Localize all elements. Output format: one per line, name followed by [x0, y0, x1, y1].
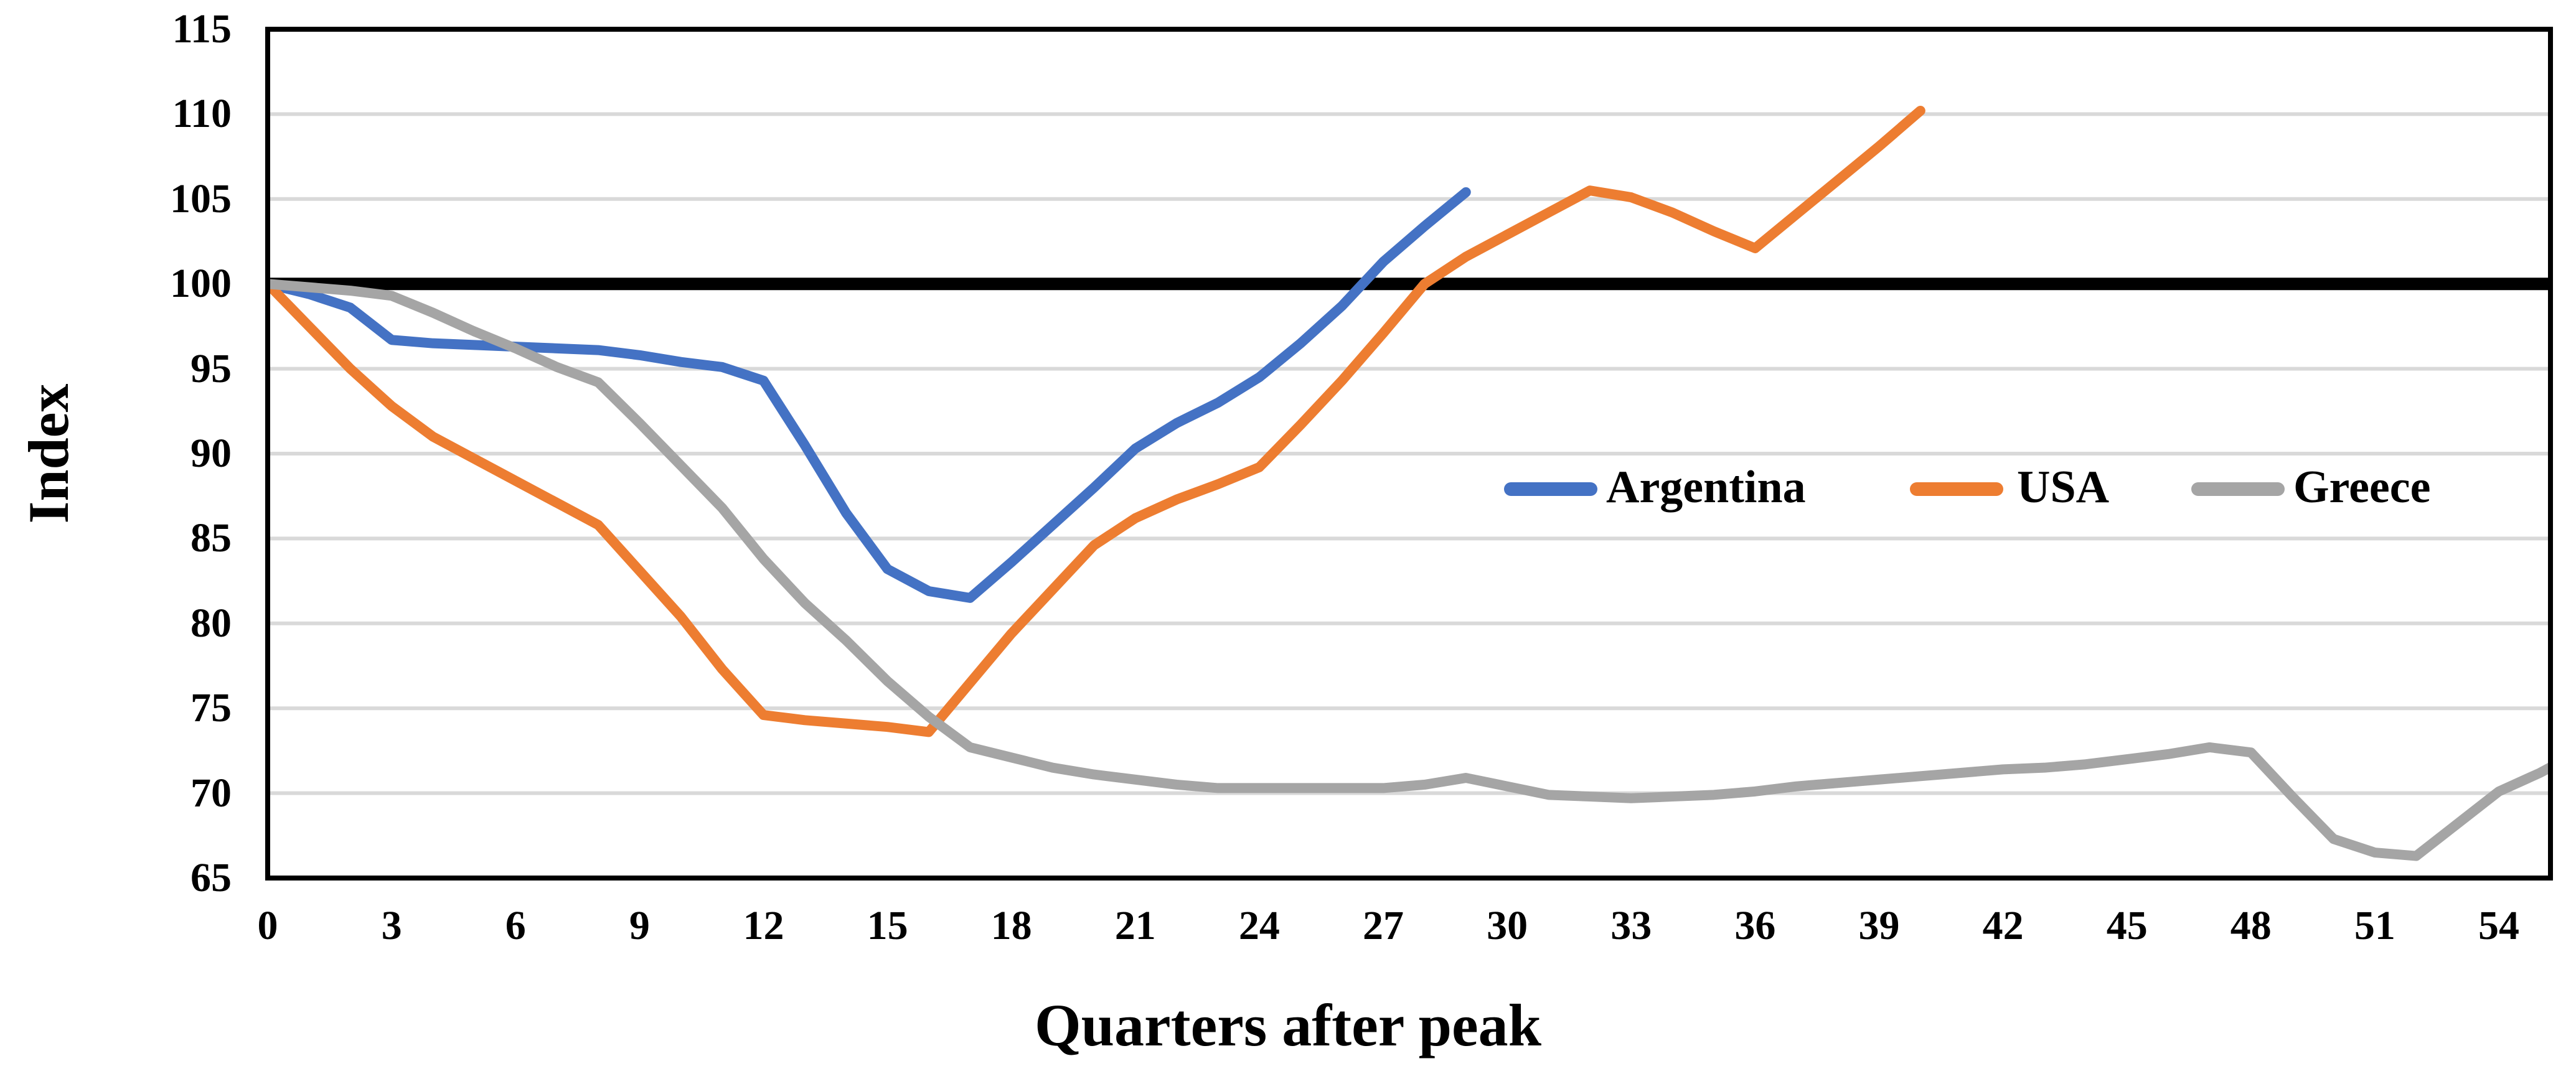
x-tick-label-12: 12	[743, 903, 784, 948]
x-tick-label-3: 3	[381, 903, 402, 948]
x-tick-label-0: 0	[257, 903, 278, 948]
x-tick-label-39: 39	[1858, 903, 1900, 948]
x-tick-label-21: 21	[1114, 903, 1156, 948]
x-tick-label-45: 45	[2106, 903, 2148, 948]
y-tick-label-85: 85	[190, 515, 232, 561]
legend-label-usa: USA	[2017, 462, 2110, 513]
legend-label-argentina: Argentina	[1606, 462, 1806, 513]
y-tick-label-95: 95	[190, 345, 232, 391]
x-tick-label-18: 18	[990, 903, 1032, 948]
y-axis-title: Index	[17, 383, 80, 524]
series-line-usa	[268, 105, 1925, 737]
x-tick-label-27: 27	[1363, 903, 1404, 948]
x-tick-label-48: 48	[2230, 903, 2272, 948]
y-tick-label-90: 90	[190, 431, 232, 476]
x-tick-label-24: 24	[1238, 903, 1280, 948]
series-line-argentina	[268, 187, 1471, 603]
x-tick-label-30: 30	[1487, 903, 1528, 948]
legend-label-greece: Greece	[2293, 462, 2431, 513]
y-tick-label-105: 105	[170, 175, 232, 222]
series-line-greece	[268, 279, 2550, 861]
y-tick-label-65: 65	[190, 855, 232, 900]
legend-swatch-usa	[1910, 482, 2003, 496]
x-axis-title: Quarters after peak	[1034, 992, 1542, 1058]
x-tick-label-9: 9	[629, 903, 650, 948]
x-tick-label-42: 42	[1982, 903, 2024, 948]
legend-swatch-argentina	[1504, 482, 1597, 496]
x-tick-label-51: 51	[2354, 903, 2395, 948]
y-tick-label-75: 75	[190, 685, 232, 731]
gridlines	[268, 112, 2550, 795]
x-tick-label-33: 33	[1610, 903, 1652, 948]
y-tick-label-110: 110	[172, 91, 232, 137]
plot-border	[265, 27, 2553, 881]
x-tick-label-54: 54	[2478, 903, 2520, 948]
x-tick-label-15: 15	[867, 903, 908, 948]
legend-swatch-greece	[2191, 482, 2285, 496]
y-tick-label-115: 115	[172, 6, 232, 52]
x-tick-label-6: 6	[505, 903, 526, 948]
x-tick-label-36: 36	[1734, 903, 1776, 948]
y-tick-label-80: 80	[190, 600, 232, 646]
y-tick-label-100: 100	[170, 261, 232, 307]
y-tick-label-70: 70	[190, 770, 232, 816]
